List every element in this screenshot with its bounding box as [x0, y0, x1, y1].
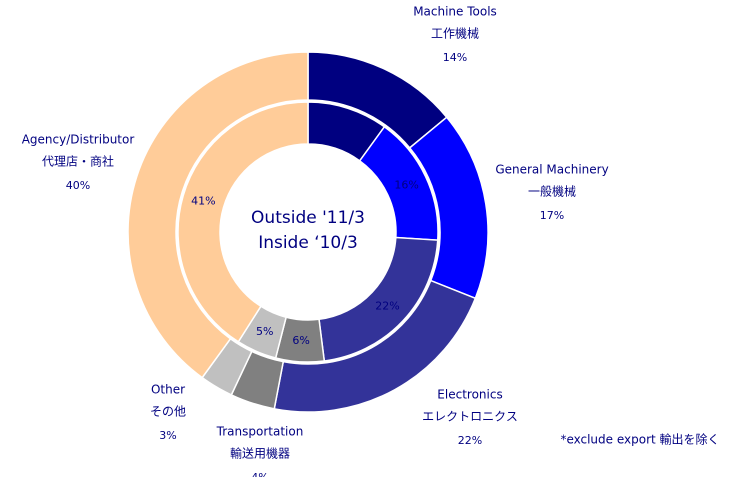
- donut-slice: [127, 51, 309, 379]
- inner-value-label: 16%: [394, 179, 418, 192]
- donut-slice: [177, 101, 309, 343]
- inner-ring-name: Inside ‘10/3: [258, 233, 358, 253]
- category-label: Electronics: [437, 388, 502, 402]
- outer-value-label: 3%: [159, 429, 176, 442]
- outer-value-label: 14%: [443, 51, 467, 64]
- category-label-ja: 代理店・商社: [42, 154, 114, 169]
- category-label-ja: 一般機械: [528, 184, 576, 199]
- footnote: *exclude export 輸出を除く: [560, 432, 719, 447]
- category-label: Other: [151, 383, 185, 397]
- category-label-ja: 工作機械: [431, 26, 479, 41]
- category-label: General Machinery: [495, 163, 608, 177]
- category-label-ja: エレクトロニクス: [422, 410, 518, 424]
- outer-value-label: 4%: [251, 471, 268, 477]
- category-label-ja: その他: [150, 405, 186, 419]
- outer-value-label: 22%: [458, 434, 482, 447]
- inner-value-label: 6%: [292, 334, 309, 347]
- inner-value-label: 10%: [329, 121, 353, 134]
- inner-value-label: 41%: [191, 195, 215, 208]
- outer-value-label: 17%: [540, 209, 564, 222]
- category-label: Transportation: [216, 425, 304, 439]
- outer-value-label: 40%: [66, 179, 90, 192]
- category-label: Machine Tools: [413, 5, 497, 19]
- inner-value-label: 22%: [375, 300, 399, 313]
- category-label: Agency/Distributor: [22, 133, 135, 147]
- category-label-ja: 輸送用機器: [230, 446, 290, 461]
- inner-value-label: 5%: [256, 325, 273, 338]
- outer-ring-name: Outside '11/3: [251, 208, 365, 228]
